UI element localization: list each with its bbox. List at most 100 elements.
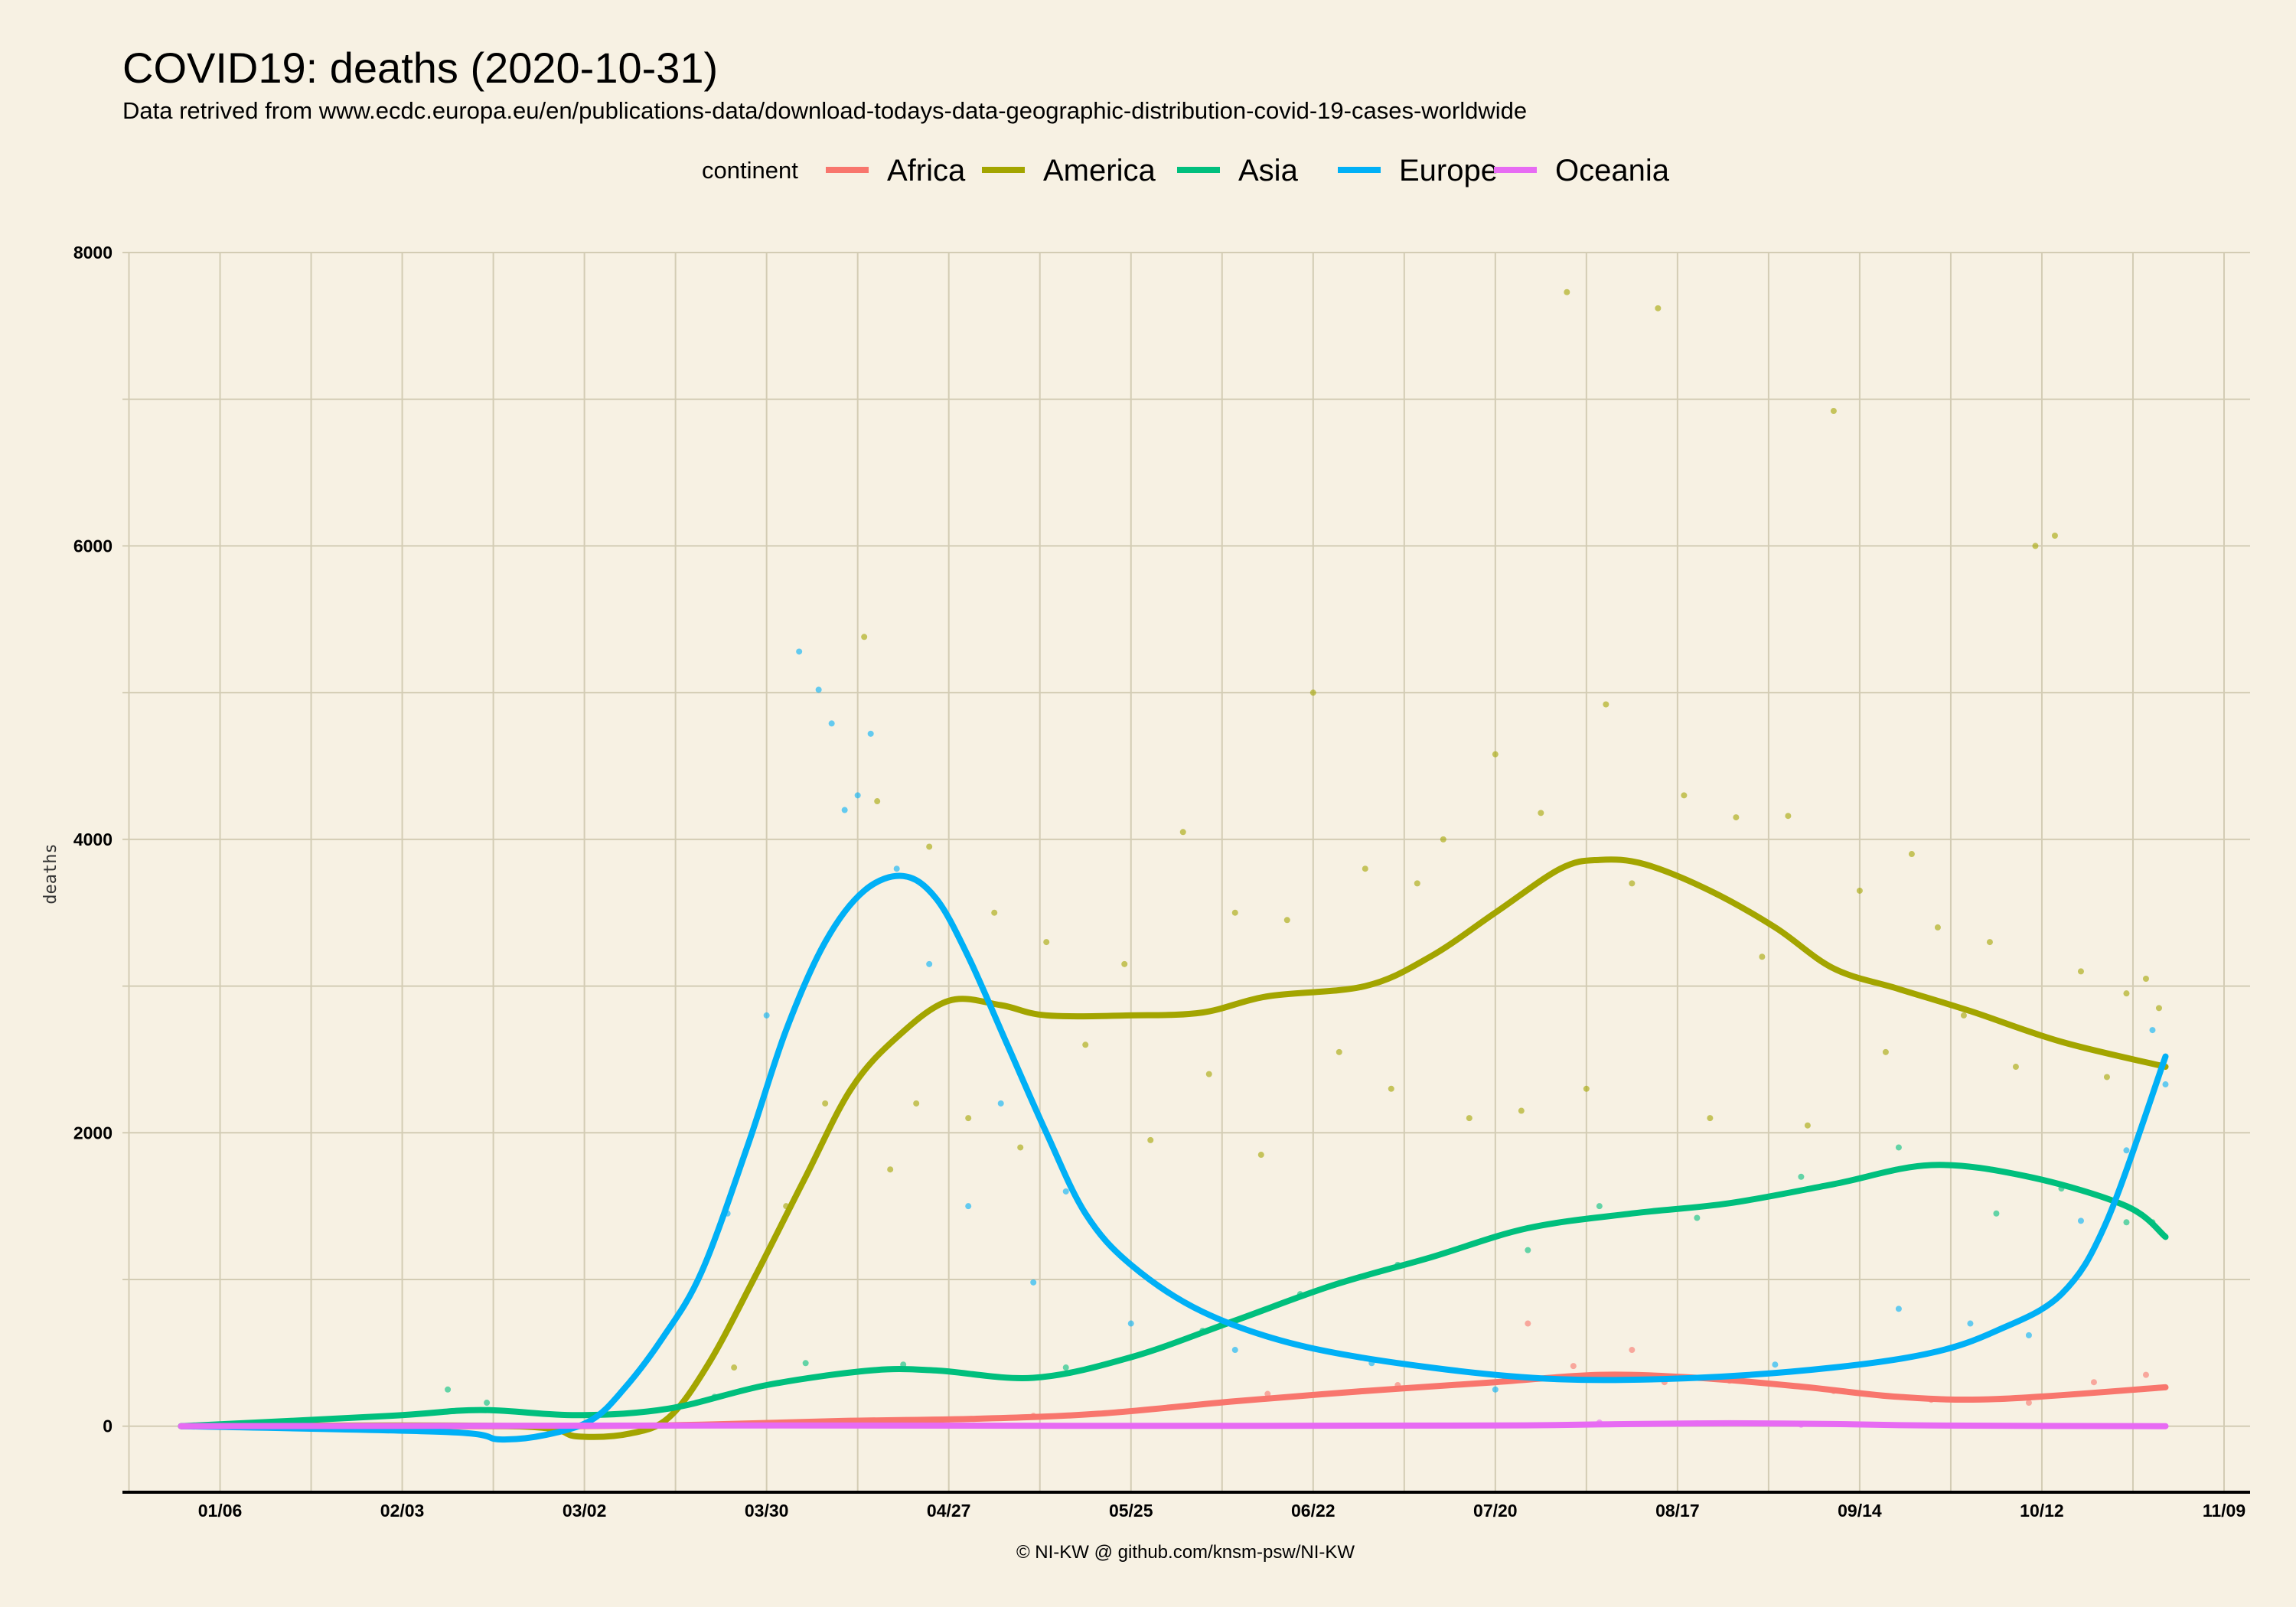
data-point-america bbox=[874, 798, 881, 805]
data-point-europe bbox=[1127, 1320, 1134, 1327]
x-tick-label: 05/25 bbox=[1109, 1501, 1153, 1521]
data-point-europe bbox=[867, 730, 874, 737]
data-point-america bbox=[1017, 1144, 1024, 1151]
y-tick-label: 8000 bbox=[73, 243, 113, 262]
data-point-africa bbox=[1570, 1363, 1577, 1370]
chart-title: COVID19: deaths (2020-10-31) bbox=[122, 44, 718, 92]
legend-title: continent bbox=[702, 157, 798, 184]
data-point-asia bbox=[1525, 1247, 1531, 1253]
data-point-america bbox=[1603, 701, 1609, 708]
data-point-asia bbox=[1895, 1144, 1902, 1151]
legend-item-america: America bbox=[982, 154, 1156, 187]
x-tick-label: 09/14 bbox=[1838, 1501, 1882, 1521]
x-tick-label: 11/09 bbox=[2203, 1501, 2245, 1521]
data-point-america bbox=[926, 843, 933, 850]
data-point-america bbox=[2142, 975, 2149, 982]
data-point-america bbox=[1804, 1122, 1811, 1129]
data-point-europe bbox=[796, 648, 803, 655]
data-point-america bbox=[1518, 1107, 1525, 1114]
data-point-america bbox=[1707, 1115, 1714, 1122]
scatter-points bbox=[445, 288, 2169, 1428]
x-tick-label: 04/27 bbox=[927, 1501, 971, 1521]
data-point-europe bbox=[1895, 1305, 1902, 1312]
data-point-america bbox=[1414, 880, 1420, 887]
data-point-asia bbox=[1993, 1210, 2000, 1217]
data-point-america bbox=[1934, 924, 1941, 931]
data-point-america bbox=[887, 1166, 894, 1173]
data-point-asia bbox=[1596, 1203, 1603, 1210]
data-point-america bbox=[2051, 533, 2058, 539]
data-point-asia bbox=[484, 1400, 491, 1407]
data-point-america bbox=[1283, 917, 1290, 924]
data-point-africa bbox=[1525, 1320, 1531, 1327]
data-point-america bbox=[2012, 1064, 2019, 1071]
data-point-africa bbox=[2142, 1371, 2149, 1378]
data-point-america bbox=[1564, 288, 1570, 295]
data-point-america bbox=[1583, 1085, 1590, 1092]
data-point-america bbox=[861, 634, 868, 641]
x-tick-label: 03/02 bbox=[563, 1501, 607, 1521]
chart-caption: © NI-KW @ github.com/knsm-psw/NI-KW bbox=[1016, 1542, 1355, 1563]
series-line-america bbox=[178, 856, 2169, 1440]
legend-item-asia: Asia bbox=[1177, 154, 1299, 187]
data-point-asia bbox=[445, 1386, 452, 1393]
data-point-america bbox=[2123, 990, 2130, 997]
data-point-america bbox=[1257, 1152, 1264, 1159]
data-point-america bbox=[1231, 909, 1238, 916]
y-tick-label: 2000 bbox=[73, 1123, 113, 1143]
data-point-europe bbox=[841, 807, 848, 813]
legend-label-africa: Africa bbox=[887, 154, 966, 187]
x-tick-labels: 01/06 02/03 03/02 03/30 04/27 05/25 06/22 07/20… bbox=[198, 1501, 2245, 1521]
data-point-europe bbox=[815, 686, 822, 693]
data-point-europe bbox=[2077, 1217, 2084, 1224]
x-tick-label: 01/06 bbox=[198, 1501, 243, 1521]
legend-label-asia: Asia bbox=[1238, 154, 1299, 187]
data-point-america bbox=[1466, 1115, 1473, 1122]
data-point-europe bbox=[1492, 1386, 1499, 1393]
data-point-europe bbox=[763, 1012, 770, 1019]
data-point-europe bbox=[2149, 1027, 2156, 1034]
data-point-america bbox=[1121, 960, 1128, 967]
data-point-america bbox=[1655, 305, 1662, 311]
y-tick-labels: 0 2000 4000 6000 8000 bbox=[73, 243, 113, 1436]
data-point-america bbox=[1733, 814, 1740, 821]
data-point-america bbox=[1908, 851, 1915, 858]
data-point-america bbox=[1440, 836, 1446, 843]
data-point-asia bbox=[2123, 1219, 2130, 1226]
data-point-america bbox=[1882, 1048, 1889, 1055]
y-tick-label: 6000 bbox=[73, 536, 113, 556]
series-line-africa bbox=[178, 1371, 2169, 1429]
data-point-africa bbox=[2025, 1400, 2032, 1407]
x-tick-label: 02/03 bbox=[380, 1501, 425, 1521]
legend-item-africa: Africa bbox=[826, 154, 966, 187]
data-point-america bbox=[1759, 953, 1766, 960]
data-point-america bbox=[1960, 1012, 1967, 1019]
data-point-america bbox=[731, 1364, 738, 1371]
data-point-asia bbox=[1798, 1173, 1805, 1180]
data-point-america bbox=[913, 1100, 920, 1107]
x-tick-label: 06/22 bbox=[1291, 1501, 1336, 1521]
data-point-america bbox=[1785, 813, 1792, 820]
x-tick-label: 08/17 bbox=[1655, 1501, 1700, 1521]
data-point-america bbox=[1309, 689, 1316, 696]
data-point-america bbox=[1336, 1048, 1342, 1055]
data-point-europe bbox=[854, 792, 861, 799]
y-tick-label: 0 bbox=[103, 1416, 113, 1436]
data-point-europe bbox=[965, 1203, 972, 1210]
data-point-europe bbox=[2025, 1332, 2032, 1338]
y-axis-title: deaths bbox=[41, 843, 60, 904]
data-point-europe bbox=[828, 720, 835, 727]
data-point-america bbox=[2155, 1005, 2162, 1012]
data-point-america bbox=[1179, 829, 1186, 836]
data-point-america bbox=[991, 909, 998, 916]
data-point-america bbox=[1986, 939, 1993, 946]
data-point-america bbox=[1362, 865, 1368, 872]
data-point-europe bbox=[2123, 1147, 2130, 1154]
data-point-america bbox=[1856, 887, 1863, 894]
chart-subtitle: Data retrived from www.ecdc.europa.eu/en… bbox=[122, 97, 1527, 124]
data-point-america bbox=[1681, 792, 1688, 799]
data-point-america bbox=[1082, 1041, 1089, 1048]
data-point-america bbox=[1492, 751, 1499, 758]
